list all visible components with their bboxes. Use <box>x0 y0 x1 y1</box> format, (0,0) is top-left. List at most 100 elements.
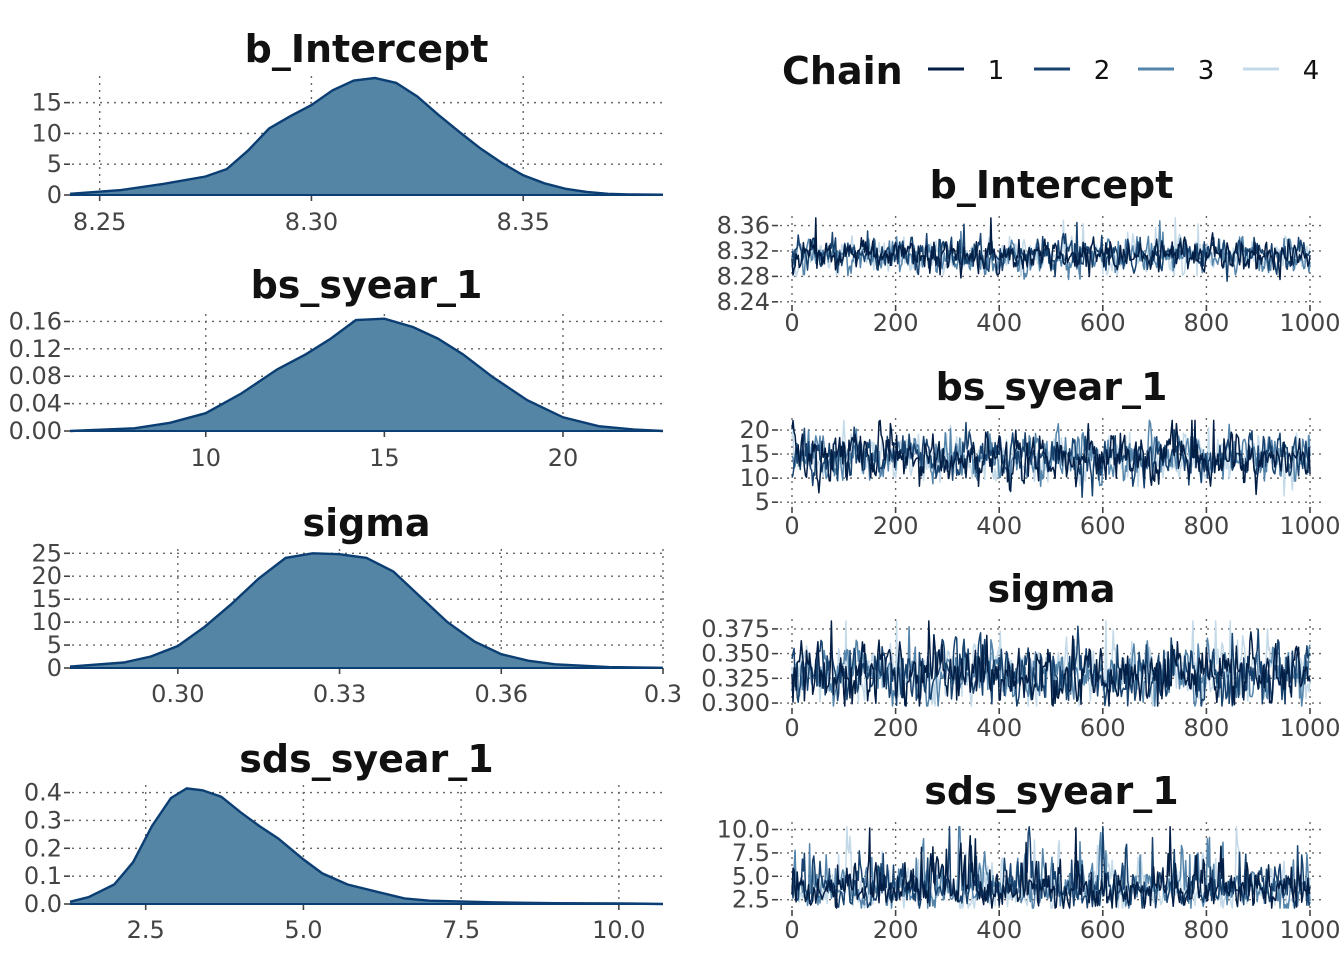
trace-1-ytick-label: 8.36 <box>717 212 770 240</box>
legend-title: Chain <box>782 49 903 93</box>
trace-4-ytick-label: 7.5 <box>732 839 770 867</box>
density-4-ytick-label: 0.0 <box>24 890 62 918</box>
density-3-title: sigma <box>302 501 430 545</box>
density-3-xtick-label: 0.33 <box>313 680 366 708</box>
density-4-density-line <box>69 787 664 906</box>
density-1-ytick-label: 0 <box>47 181 62 209</box>
trace-4-chain-1-line <box>791 825 1311 909</box>
density-2-ytick-label: 0.00 <box>9 417 62 445</box>
trace-1-xtick-label: 200 <box>873 309 919 337</box>
density-1-xtick-label: 8.30 <box>285 208 338 236</box>
density-1-title: b_Intercept <box>245 27 489 71</box>
legend-label-chain-1: 1 <box>988 56 1005 86</box>
trace-4-ytick-label: 5.0 <box>732 862 770 890</box>
density-2-xtick-label: 20 <box>548 444 579 472</box>
trace-3-chain-1-line <box>791 620 1311 707</box>
trace-3-xtick-label: 400 <box>976 714 1022 742</box>
density-4-ytick-label: 0.4 <box>24 779 62 807</box>
trace-2-xtick-label: 600 <box>1080 512 1126 540</box>
density-1-ytick-label: 5 <box>47 150 62 178</box>
trace-4-panel: sds_syear_1 2.55.07.510.0 0 200 400 600 800 100… <box>717 769 1341 944</box>
density-2-ytick-label: 0.08 <box>9 362 62 390</box>
trace-1-chain-2-line <box>791 221 1311 282</box>
trace-3-ytick-label: 0.325 <box>701 664 770 692</box>
legend-label-chain-4: 4 <box>1303 56 1320 86</box>
trace-2-xtick-label: 800 <box>1183 512 1229 540</box>
density-3-ytick-label: 25 <box>31 539 62 567</box>
density-4-panel: sds_syear_1 0.00.10.20.30.4 2.5 5.0 7.5 10.0 <box>24 737 664 944</box>
trace-4-xtick-label: 1000 <box>1279 916 1340 944</box>
trace-1-ytick-label: 8.32 <box>717 237 770 265</box>
trace-4-xtick-label: 800 <box>1183 916 1229 944</box>
density-4-xtick-label: 7.5 <box>442 916 480 944</box>
density-2-ytick-label: 0.04 <box>9 390 62 418</box>
trace-4-xtick-label: 400 <box>976 916 1022 944</box>
density-3-xtick-label: 0.36 <box>475 680 528 708</box>
density-2-density-line <box>69 317 664 433</box>
density-3-ytick-label: 20 <box>31 562 62 590</box>
trace-1-chain-3-line <box>791 220 1311 281</box>
trace-3-ytick-label: 0.375 <box>701 615 770 643</box>
trace-1-ytick-label: 8.24 <box>717 288 770 316</box>
trace-2-xtick-label: 400 <box>976 512 1022 540</box>
trace-4-ytick-label: 2.5 <box>732 886 770 914</box>
trace-1-panel: b_Intercept 8.248.288.328.36 0 200 400 600 800… <box>717 163 1341 337</box>
trace-2-ytick-label: 5 <box>755 488 770 516</box>
trace-3-xtick-label: 1000 <box>1279 714 1340 742</box>
density-3-ytick-label: 10 <box>31 608 62 636</box>
trace-4-xtick-label: 200 <box>873 916 919 944</box>
density-4-ytick-label: 0.1 <box>24 862 62 890</box>
trace-3-xtick-label: 600 <box>1080 714 1126 742</box>
trace-3-ytick-label: 0.300 <box>701 689 770 717</box>
trace-1-title: b_Intercept <box>930 163 1174 207</box>
density-2-panel: bs_syear_1 0.000.040.080.120.16 10 15 20 <box>9 263 664 472</box>
trace-2-ytick-label: 15 <box>739 440 770 468</box>
trace-3-xtick-label: 200 <box>873 714 919 742</box>
legend-label-chain-2: 2 <box>1094 56 1111 86</box>
density-2-title: bs_syear_1 <box>251 263 483 307</box>
trace-1-chain-1-line <box>791 217 1311 281</box>
trace-1-xtick-label: 0 <box>784 309 799 337</box>
density-4-xtick-label: 5.0 <box>284 916 322 944</box>
trace-2-xtick-label: 1000 <box>1279 512 1340 540</box>
trace-2-xtick-label: 200 <box>873 512 919 540</box>
density-3-ytick-label: 5 <box>47 631 62 659</box>
density-2-ytick-label: 0.16 <box>9 307 62 335</box>
trace-1-xtick-label: 600 <box>1080 309 1126 337</box>
trace-2-xtick-label: 0 <box>784 512 799 540</box>
trace-3-ytick-label: 0.350 <box>701 640 770 668</box>
density-4-density-area <box>70 788 663 904</box>
density-4-xtick-label: 2.5 <box>127 916 165 944</box>
density-1-density-area <box>70 78 663 195</box>
density-2-density-area <box>70 318 663 431</box>
density-2-xtick-label: 15 <box>369 444 400 472</box>
density-2-xtick-label: 10 <box>190 444 221 472</box>
trace-2-chain-1-line <box>791 419 1311 496</box>
trace-4-xtick-label: 0 <box>784 916 799 944</box>
trace-2-ytick-label: 10 <box>739 464 770 492</box>
density-4-ytick-label: 0.2 <box>24 834 62 862</box>
density-2-ytick-label: 0.12 <box>9 335 62 363</box>
trace-3-xtick-label: 800 <box>1183 714 1229 742</box>
trace-2-title: bs_syear_1 <box>936 365 1168 409</box>
trace-4-xtick-label: 600 <box>1080 916 1126 944</box>
density-1-density-line <box>69 76 664 196</box>
density-4-ytick-label: 0.3 <box>24 806 62 834</box>
trace-4-ytick-label: 10.0 <box>717 815 770 843</box>
chain-legend: Chain 1 2 3 4 <box>782 49 1319 93</box>
density-3-ytick-label: 15 <box>31 585 62 613</box>
density-1-ytick-label: 15 <box>31 89 62 117</box>
density-3-density-area <box>70 553 663 668</box>
density-4-xtick-label: 10.0 <box>592 916 645 944</box>
legend-label-chain-3: 3 <box>1198 56 1215 86</box>
density-4-title: sds_syear_1 <box>239 737 493 781</box>
density-1-xtick-label: 8.35 <box>497 208 550 236</box>
density-1-ytick-label: 10 <box>31 119 62 147</box>
trace-4-title: sds_syear_1 <box>924 769 1178 813</box>
trace-1-xtick-label: 1000 <box>1279 309 1340 337</box>
trace-2-ytick-label: 20 <box>739 416 770 444</box>
trace-3-title: sigma <box>987 567 1115 611</box>
